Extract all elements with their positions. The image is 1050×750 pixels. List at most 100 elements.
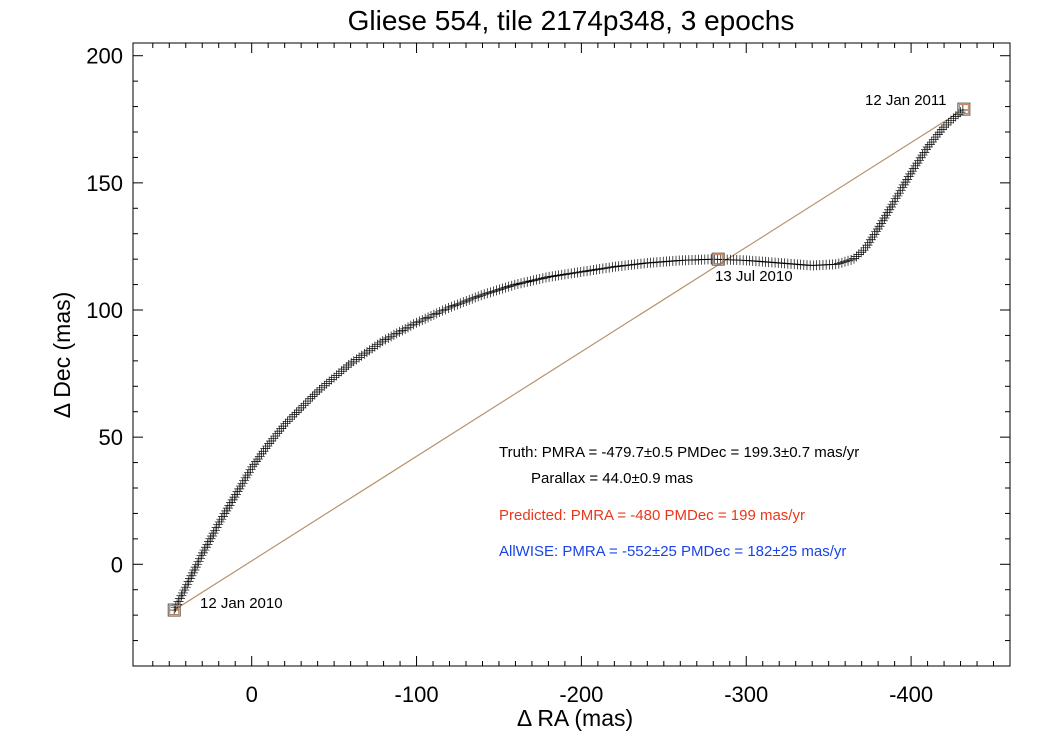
plus-marker xyxy=(227,494,238,505)
plus-marker xyxy=(367,343,378,354)
plus-marker xyxy=(280,418,291,429)
plus-marker xyxy=(282,416,293,427)
plus-marker xyxy=(890,193,901,204)
plus-marker xyxy=(264,438,275,449)
plus-marker xyxy=(177,587,188,598)
plus-marker xyxy=(879,212,890,223)
plot-area xyxy=(132,42,1011,667)
plus-marker xyxy=(452,299,463,310)
marker-layer xyxy=(169,104,968,616)
plus-marker xyxy=(864,237,875,248)
plus-marker xyxy=(182,579,193,590)
plus-marker xyxy=(420,313,431,324)
plus-marker xyxy=(955,107,966,118)
plus-marker xyxy=(894,188,905,199)
epoch-label-2011-jan: 12 Jan 2011 xyxy=(865,92,946,109)
plus-marker xyxy=(252,454,263,465)
plus-marker xyxy=(922,142,933,153)
plus-marker xyxy=(359,348,370,359)
plot-frame xyxy=(132,42,1011,667)
plus-marker xyxy=(169,605,180,616)
plus-marker xyxy=(839,256,850,267)
plus-marker xyxy=(889,196,900,207)
plus-marker xyxy=(425,311,436,322)
plus-marker xyxy=(862,240,873,251)
plus-marker xyxy=(291,407,302,418)
plus-marker xyxy=(400,323,411,334)
plus-marker xyxy=(270,431,281,442)
plus-marker xyxy=(470,292,481,303)
plus-marker xyxy=(525,276,536,287)
plus-marker xyxy=(351,354,362,365)
plus-marker xyxy=(932,129,943,140)
plus-marker xyxy=(423,312,434,323)
epoch-box-inner xyxy=(169,605,180,616)
plus-marker xyxy=(455,298,466,309)
plus-marker xyxy=(887,199,898,210)
plus-marker xyxy=(907,166,918,177)
plus-marker xyxy=(903,171,914,182)
plus-marker xyxy=(380,334,391,345)
plus-marker xyxy=(284,414,295,425)
y-axis-label: Δ Dec (mas) xyxy=(49,292,75,419)
plus-marker xyxy=(260,443,271,454)
epoch-box xyxy=(167,603,181,617)
plus-marker xyxy=(230,489,241,500)
plus-marker xyxy=(307,391,318,402)
plus-marker xyxy=(491,285,502,296)
plus-marker xyxy=(858,245,869,256)
plus-marker xyxy=(305,393,316,404)
plus-marker xyxy=(224,500,235,511)
plus-marker xyxy=(485,287,496,298)
plus-marker xyxy=(881,210,892,221)
plus-marker xyxy=(882,207,893,218)
plus-marker xyxy=(176,590,187,601)
plus-marker xyxy=(938,122,949,133)
plus-marker xyxy=(296,402,307,413)
plus-marker xyxy=(196,550,207,561)
plus-marker xyxy=(278,421,289,432)
plus-marker xyxy=(394,326,405,337)
plus-marker xyxy=(189,565,200,576)
plus-marker xyxy=(174,593,185,604)
plus-marker xyxy=(199,545,210,556)
plus-marker xyxy=(836,257,847,268)
plus-marker xyxy=(216,514,227,525)
plus-marker xyxy=(930,132,941,143)
x-tick-labels: 0 -100 -200 -300 -400 xyxy=(246,682,934,707)
plus-marker xyxy=(298,400,309,411)
plus-marker xyxy=(540,272,551,283)
plus-marker xyxy=(208,528,219,539)
plus-marker xyxy=(872,224,883,235)
plus-marker xyxy=(897,182,908,193)
x-tick-label: -400 xyxy=(889,682,933,707)
plus-marker xyxy=(905,168,916,179)
plus-marker xyxy=(411,317,422,328)
plus-marker xyxy=(912,158,923,169)
plus-marker xyxy=(354,352,365,363)
plus-marker xyxy=(537,273,548,284)
plus-marker xyxy=(924,139,935,150)
plus-marker xyxy=(183,576,194,587)
y-tick-label: 200 xyxy=(86,44,123,69)
plus-marker xyxy=(943,117,954,128)
plus-marker xyxy=(338,364,349,375)
plus-marker xyxy=(221,505,232,516)
plus-marker xyxy=(926,137,937,148)
plus-marker xyxy=(388,329,399,340)
plus-marker xyxy=(186,570,197,581)
y-tick-label: 0 xyxy=(111,552,123,577)
plus-marker xyxy=(497,283,508,294)
plus-marker xyxy=(204,536,215,547)
plus-marker xyxy=(251,456,262,467)
plus-marker xyxy=(414,316,425,327)
plus-marker xyxy=(403,322,414,333)
plus-marker xyxy=(431,308,442,319)
plus-marker xyxy=(249,459,260,470)
plus-marker xyxy=(512,279,523,290)
plus-marker xyxy=(405,320,416,331)
epoch-box xyxy=(957,102,971,116)
plus-marker xyxy=(240,472,251,483)
x-axis-label: Δ RA (mas) xyxy=(517,705,633,731)
